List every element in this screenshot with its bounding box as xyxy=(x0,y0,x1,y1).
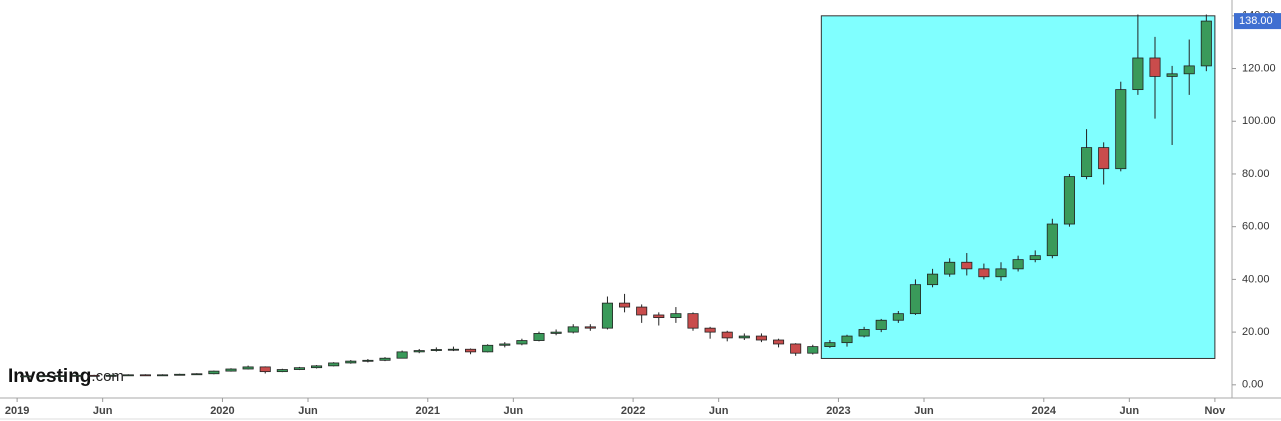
candle-body xyxy=(721,331,733,339)
x-tick-label: 2023 xyxy=(826,405,850,417)
candle-body xyxy=(174,373,186,376)
candle-body xyxy=(790,343,802,354)
candle-body xyxy=(430,349,442,351)
y-tick-label: 60.00 xyxy=(1242,221,1270,233)
candle-body xyxy=(482,344,494,353)
candle-body xyxy=(704,327,716,333)
candle-body xyxy=(773,339,785,345)
x-tick-label: 2024 xyxy=(1032,405,1057,417)
candle-body xyxy=(755,335,767,341)
candle-body xyxy=(225,368,237,372)
x-tick-label: 2020 xyxy=(210,405,234,417)
last-price-label: 138.00 xyxy=(1239,15,1273,27)
candle-body xyxy=(413,350,425,353)
candle-body xyxy=(1132,57,1144,91)
candle-body xyxy=(208,370,220,375)
candle-body xyxy=(516,340,528,345)
candle-body xyxy=(362,359,374,362)
candle-body xyxy=(978,268,990,278)
candle-body xyxy=(259,366,271,373)
candle-body xyxy=(824,342,836,348)
candle-body xyxy=(1029,255,1041,261)
candle-body xyxy=(601,302,613,329)
candle-body xyxy=(653,314,665,319)
x-tick-label: Jun xyxy=(504,405,524,417)
candle-body xyxy=(1149,57,1161,77)
candle-body xyxy=(105,374,117,377)
candle-body xyxy=(550,331,562,334)
candle-body xyxy=(944,261,956,275)
candle-body xyxy=(37,375,49,377)
x-tick-label: Jun xyxy=(914,405,934,417)
y-tick-label: 80.00 xyxy=(1242,168,1270,180)
candle-body xyxy=(293,367,305,370)
candle-body xyxy=(345,360,357,364)
candle-body xyxy=(1183,65,1195,75)
candle-body xyxy=(858,329,870,337)
candle-body xyxy=(567,326,579,333)
candle-body xyxy=(738,335,750,339)
x-tick-label: 2019 xyxy=(5,405,29,417)
y-tick-label: 100.00 xyxy=(1242,115,1276,127)
x-tick-label: Jun xyxy=(298,405,318,417)
candle-body xyxy=(927,273,939,286)
last-price-box xyxy=(1234,13,1281,30)
candle-body xyxy=(88,374,100,377)
candle-body xyxy=(20,375,32,378)
candle-body xyxy=(379,357,391,361)
candle-body xyxy=(328,362,340,367)
candle-body xyxy=(139,374,151,377)
candle-body xyxy=(447,348,459,351)
candle-body xyxy=(1200,20,1212,67)
candle-body xyxy=(242,366,254,370)
candle-body xyxy=(533,333,545,341)
candle-body xyxy=(584,326,596,329)
candle-body xyxy=(191,373,203,376)
candle-body xyxy=(465,348,477,353)
candle-body xyxy=(276,369,288,373)
candle-body xyxy=(670,313,682,319)
candle-body xyxy=(1012,259,1024,270)
candle-body xyxy=(499,343,511,346)
candle-body xyxy=(1063,176,1075,225)
y-tick-label: 20.00 xyxy=(1242,326,1270,338)
candle-body xyxy=(157,374,169,377)
y-tick-label: 120.00 xyxy=(1242,62,1276,74)
candle-body xyxy=(396,351,408,359)
candle-body xyxy=(71,374,83,377)
candle-body xyxy=(995,268,1007,278)
y-tick-label: 0.00 xyxy=(1242,379,1263,391)
candle-body xyxy=(54,375,66,377)
candle-body xyxy=(807,346,819,354)
candle-body xyxy=(1098,147,1110,170)
x-tick-label: Jun xyxy=(1120,405,1140,417)
x-tick-label: Jun xyxy=(93,405,113,417)
y-tick-label: 40.00 xyxy=(1242,273,1270,285)
x-tick-label: Nov xyxy=(1204,405,1226,417)
candle-body xyxy=(892,313,904,321)
candle-body xyxy=(1115,89,1127,170)
watermark-main: Investing xyxy=(8,366,91,387)
candle-body xyxy=(1166,73,1178,77)
candle-body xyxy=(875,319,887,330)
x-tick-label: 2021 xyxy=(416,405,440,417)
x-tick-label: 2022 xyxy=(621,405,645,417)
highlight-box xyxy=(820,15,1216,359)
candle-body xyxy=(636,306,648,316)
candle-body xyxy=(619,302,631,308)
candle-body xyxy=(961,261,973,270)
candle-body xyxy=(687,313,699,329)
candle-body xyxy=(909,284,921,315)
candle-body xyxy=(311,365,323,369)
candle-body xyxy=(1081,147,1093,177)
x-tick-label: Jun xyxy=(709,405,729,417)
candle-body xyxy=(122,374,134,377)
candle-body xyxy=(1046,223,1058,257)
candle-body xyxy=(841,335,853,344)
